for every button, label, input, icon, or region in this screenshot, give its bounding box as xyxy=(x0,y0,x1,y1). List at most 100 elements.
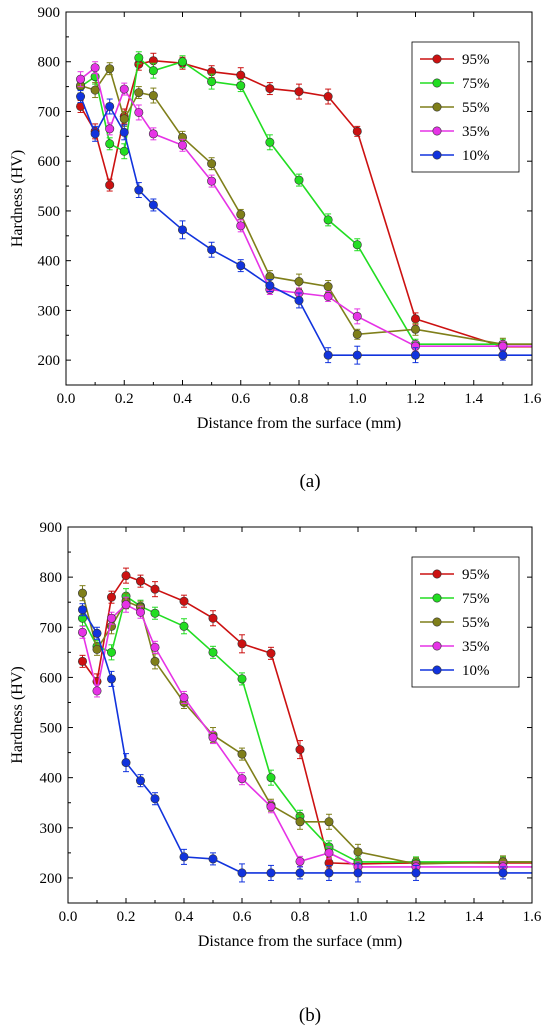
legend-item: 10% xyxy=(420,148,490,164)
legend-label: 55% xyxy=(462,615,490,631)
legend-item: 75% xyxy=(420,76,490,92)
data-point xyxy=(136,576,146,586)
y-tick-label: 900 xyxy=(40,520,63,536)
y-tick-label: 400 xyxy=(40,771,63,787)
data-point xyxy=(266,773,276,783)
y-tick-label: 300 xyxy=(38,303,61,319)
data-point xyxy=(323,92,333,102)
data-point xyxy=(121,600,131,610)
data-point xyxy=(237,674,247,684)
series-line xyxy=(80,66,532,348)
data-point xyxy=(236,209,246,219)
data-point xyxy=(148,66,158,76)
x-tick-label: 0.0 xyxy=(59,909,78,925)
data-point xyxy=(410,350,420,360)
data-point xyxy=(352,126,362,136)
legend-marker xyxy=(432,593,442,603)
data-point xyxy=(78,656,88,666)
data-point xyxy=(498,868,508,878)
data-point xyxy=(134,53,144,63)
legend-item: 95% xyxy=(420,52,490,68)
data-point xyxy=(134,185,144,195)
data-point xyxy=(92,644,102,654)
y-tick-label: 200 xyxy=(38,353,61,369)
x-tick-label: 1.6 xyxy=(523,391,542,407)
data-point xyxy=(179,596,189,606)
data-point xyxy=(105,139,115,149)
x-tick-label: 0.2 xyxy=(115,391,134,407)
data-point xyxy=(410,314,420,324)
data-point xyxy=(107,592,117,602)
data-point xyxy=(178,225,188,235)
data-point xyxy=(121,758,131,768)
legend-item: 10% xyxy=(420,663,490,679)
x-tick-label: 0.6 xyxy=(233,909,252,925)
data-point xyxy=(265,281,275,291)
x-tick-label: 1.6 xyxy=(523,909,542,925)
legend-item: 55% xyxy=(420,100,490,116)
data-point xyxy=(266,648,276,658)
data-point xyxy=(78,627,88,637)
series-line xyxy=(81,592,532,865)
legend-item: 75% xyxy=(420,591,490,607)
data-point xyxy=(78,588,88,598)
data-point xyxy=(92,686,102,696)
data-point xyxy=(410,324,420,334)
data-point xyxy=(352,329,362,339)
legend-label: 10% xyxy=(462,148,490,164)
data-point xyxy=(148,129,158,139)
data-point xyxy=(150,642,160,652)
data-point xyxy=(105,180,115,190)
legend-label: 95% xyxy=(462,567,490,583)
data-point xyxy=(207,176,217,186)
y-tick-label: 700 xyxy=(40,620,63,636)
x-tick-label: 0.4 xyxy=(173,391,192,407)
x-tick-label: 0.2 xyxy=(117,909,136,925)
data-point xyxy=(119,84,129,94)
data-point xyxy=(294,295,304,305)
data-point xyxy=(266,868,276,878)
data-point xyxy=(207,245,217,255)
legend-label: 75% xyxy=(462,591,490,607)
data-point xyxy=(150,656,160,666)
y-tick-label: 600 xyxy=(38,154,61,170)
series-line xyxy=(79,96,532,357)
y-tick-label: 700 xyxy=(38,104,61,120)
data-point xyxy=(352,311,362,321)
data-point xyxy=(352,240,362,250)
legend-marker xyxy=(432,665,442,675)
data-point xyxy=(323,350,333,360)
legend-marker xyxy=(432,150,442,160)
data-point xyxy=(208,647,218,657)
y-tick-label: 900 xyxy=(38,5,61,21)
data-point xyxy=(208,854,218,864)
data-point xyxy=(150,608,160,618)
legend-item: 55% xyxy=(420,615,490,631)
data-point xyxy=(121,571,131,581)
legend: 95% 75% 55% 35% 10% xyxy=(411,556,520,688)
legend-item: 35% xyxy=(420,124,490,140)
data-point xyxy=(295,745,305,755)
legend-label: 95% xyxy=(462,52,490,68)
x-tick-label: 1.0 xyxy=(349,909,368,925)
data-point xyxy=(294,175,304,185)
x-tick-label: 1.2 xyxy=(406,391,425,407)
data-point xyxy=(498,341,508,351)
panel-a-label: (a) xyxy=(299,471,320,492)
y-tick-label: 600 xyxy=(40,670,63,686)
data-point xyxy=(237,868,247,878)
x-tick-label: 0.8 xyxy=(291,909,310,925)
data-point xyxy=(107,647,117,657)
series-line xyxy=(81,594,532,863)
data-point xyxy=(136,607,146,617)
data-point xyxy=(178,140,188,150)
legend-label: 75% xyxy=(462,76,490,92)
series-line xyxy=(81,609,532,874)
data-point xyxy=(208,613,218,623)
data-point xyxy=(179,621,189,631)
y-tick-label: 800 xyxy=(38,55,61,71)
data-point xyxy=(208,733,218,743)
data-point xyxy=(266,802,276,812)
data-point xyxy=(90,63,100,73)
